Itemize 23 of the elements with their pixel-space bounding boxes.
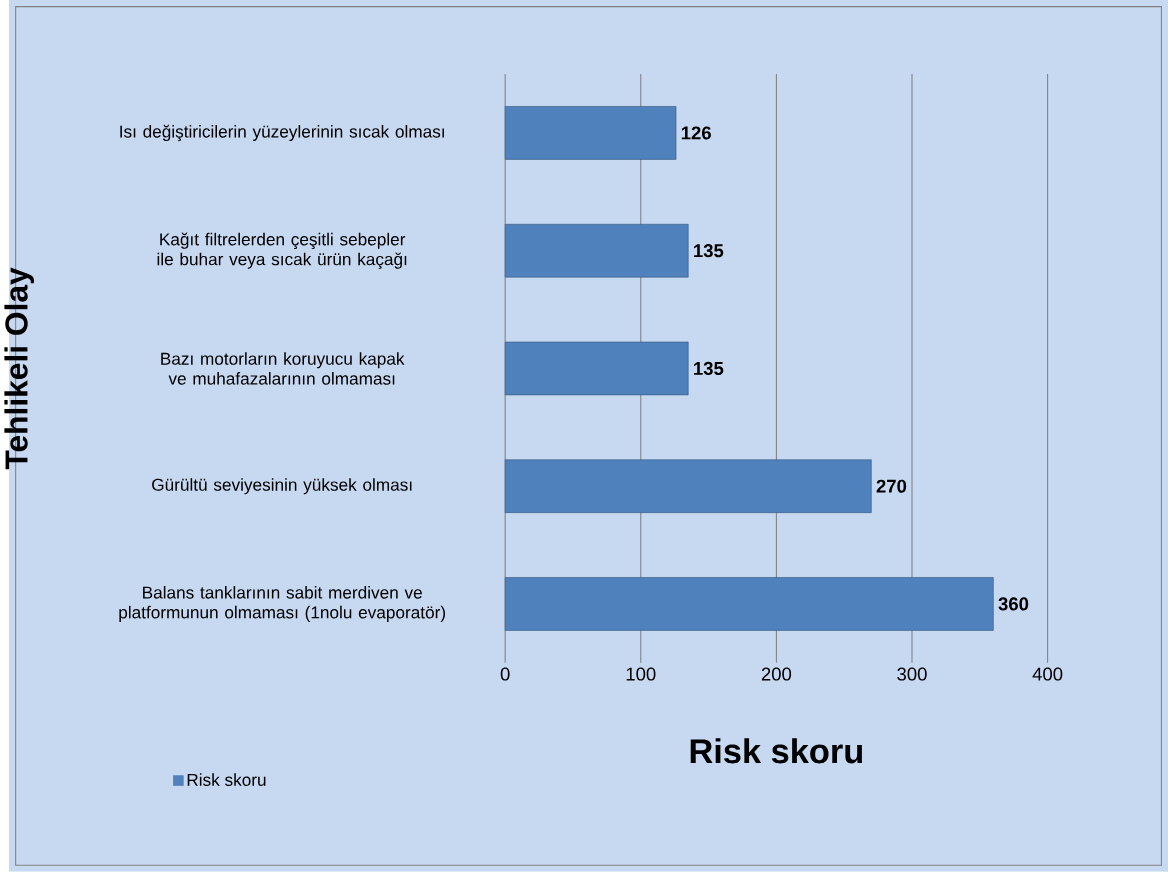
bar — [504, 224, 689, 278]
data-label: 135 — [694, 361, 724, 376]
x-tick-label: 400 — [1032, 667, 1063, 681]
x-tick-label: 0 — [500, 667, 510, 681]
bar — [504, 106, 677, 160]
data-label: 360 — [998, 597, 1029, 611]
x-tick-label: 100 — [626, 667, 656, 681]
data-label: 135 — [694, 244, 724, 258]
y-tick-label: Gürültü seviyesinin yüksek olması — [152, 478, 412, 495]
data-label: 126 — [681, 126, 711, 140]
x-axis-title: Risk skoru — [690, 738, 862, 764]
y-tick-label: Isı değiştiricilerin yüzeylerinin sıcak olması — [120, 124, 444, 142]
bar — [504, 577, 994, 631]
x-tick-label: 200 — [761, 667, 792, 681]
data-label: 270 — [876, 479, 907, 493]
bar — [504, 341, 689, 396]
y-tick-label: Kağıt filtrelerden çeşitli sebepler ile buhar veya sıcak ürün kaçağı — [157, 232, 407, 269]
y-tick-label: Bazı motorların koruyucu kapak ve muhafazalarının olmaması — [161, 352, 405, 385]
y-tick-label: Balans tanklarının sabit merdiven ve platformunun olmaması (1nolu evaporatör) — [119, 586, 446, 622]
x-tick-label: 300 — [897, 667, 927, 681]
bar — [504, 459, 872, 513]
legend-label: Risk skoru — [187, 773, 266, 787]
y-axis-title: Tehlikeli Olay — [4, 267, 35, 470]
